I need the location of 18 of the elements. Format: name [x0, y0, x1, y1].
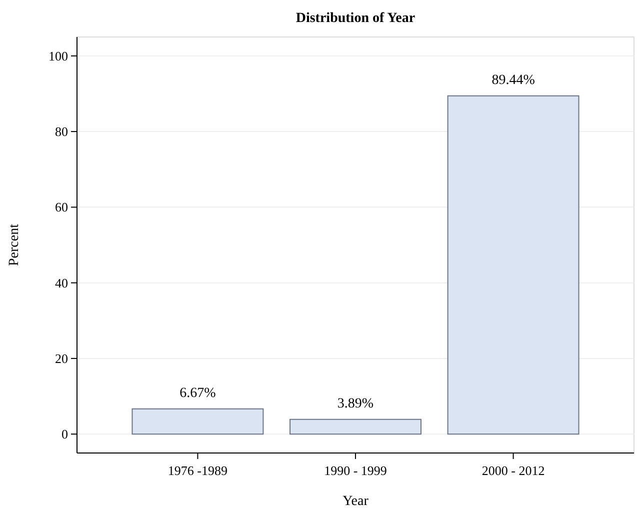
x-tick-label: 1976 -1989 [168, 463, 228, 478]
bar [290, 418, 422, 435]
y-tick-label: 20 [55, 351, 68, 366]
y-tick-label: 100 [48, 48, 68, 64]
data-label: 3.89% [337, 396, 374, 412]
data-label: 89.44% [492, 72, 536, 88]
y-tick-label: 0 [62, 426, 68, 442]
x-tick-label: 1990 - 1999 [324, 463, 387, 478]
y-tick-label: 40 [55, 275, 68, 290]
bar [132, 408, 264, 435]
y-tick-label: 60 [55, 200, 68, 215]
bar [447, 95, 580, 435]
y-axis-title: Percent [7, 224, 22, 266]
data-label: 6.67% [180, 386, 216, 401]
x-axis-title: Year [342, 494, 369, 509]
y-tick-label: 80 [55, 124, 68, 140]
chart-title: Distribution of Year [296, 11, 416, 26]
x-tick-label: 2000 - 2012 [482, 463, 545, 478]
